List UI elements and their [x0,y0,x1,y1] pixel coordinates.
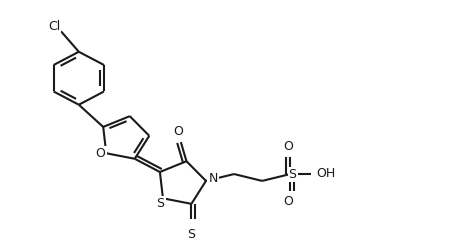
Text: O: O [283,195,293,208]
Text: S: S [157,197,165,210]
Text: OH: OH [317,167,336,180]
Text: O: O [96,147,106,160]
Text: S: S [288,168,296,180]
Text: S: S [187,228,195,240]
Text: O: O [283,140,293,153]
Text: O: O [174,125,184,138]
Text: Cl: Cl [48,20,60,33]
Text: N: N [208,172,218,185]
